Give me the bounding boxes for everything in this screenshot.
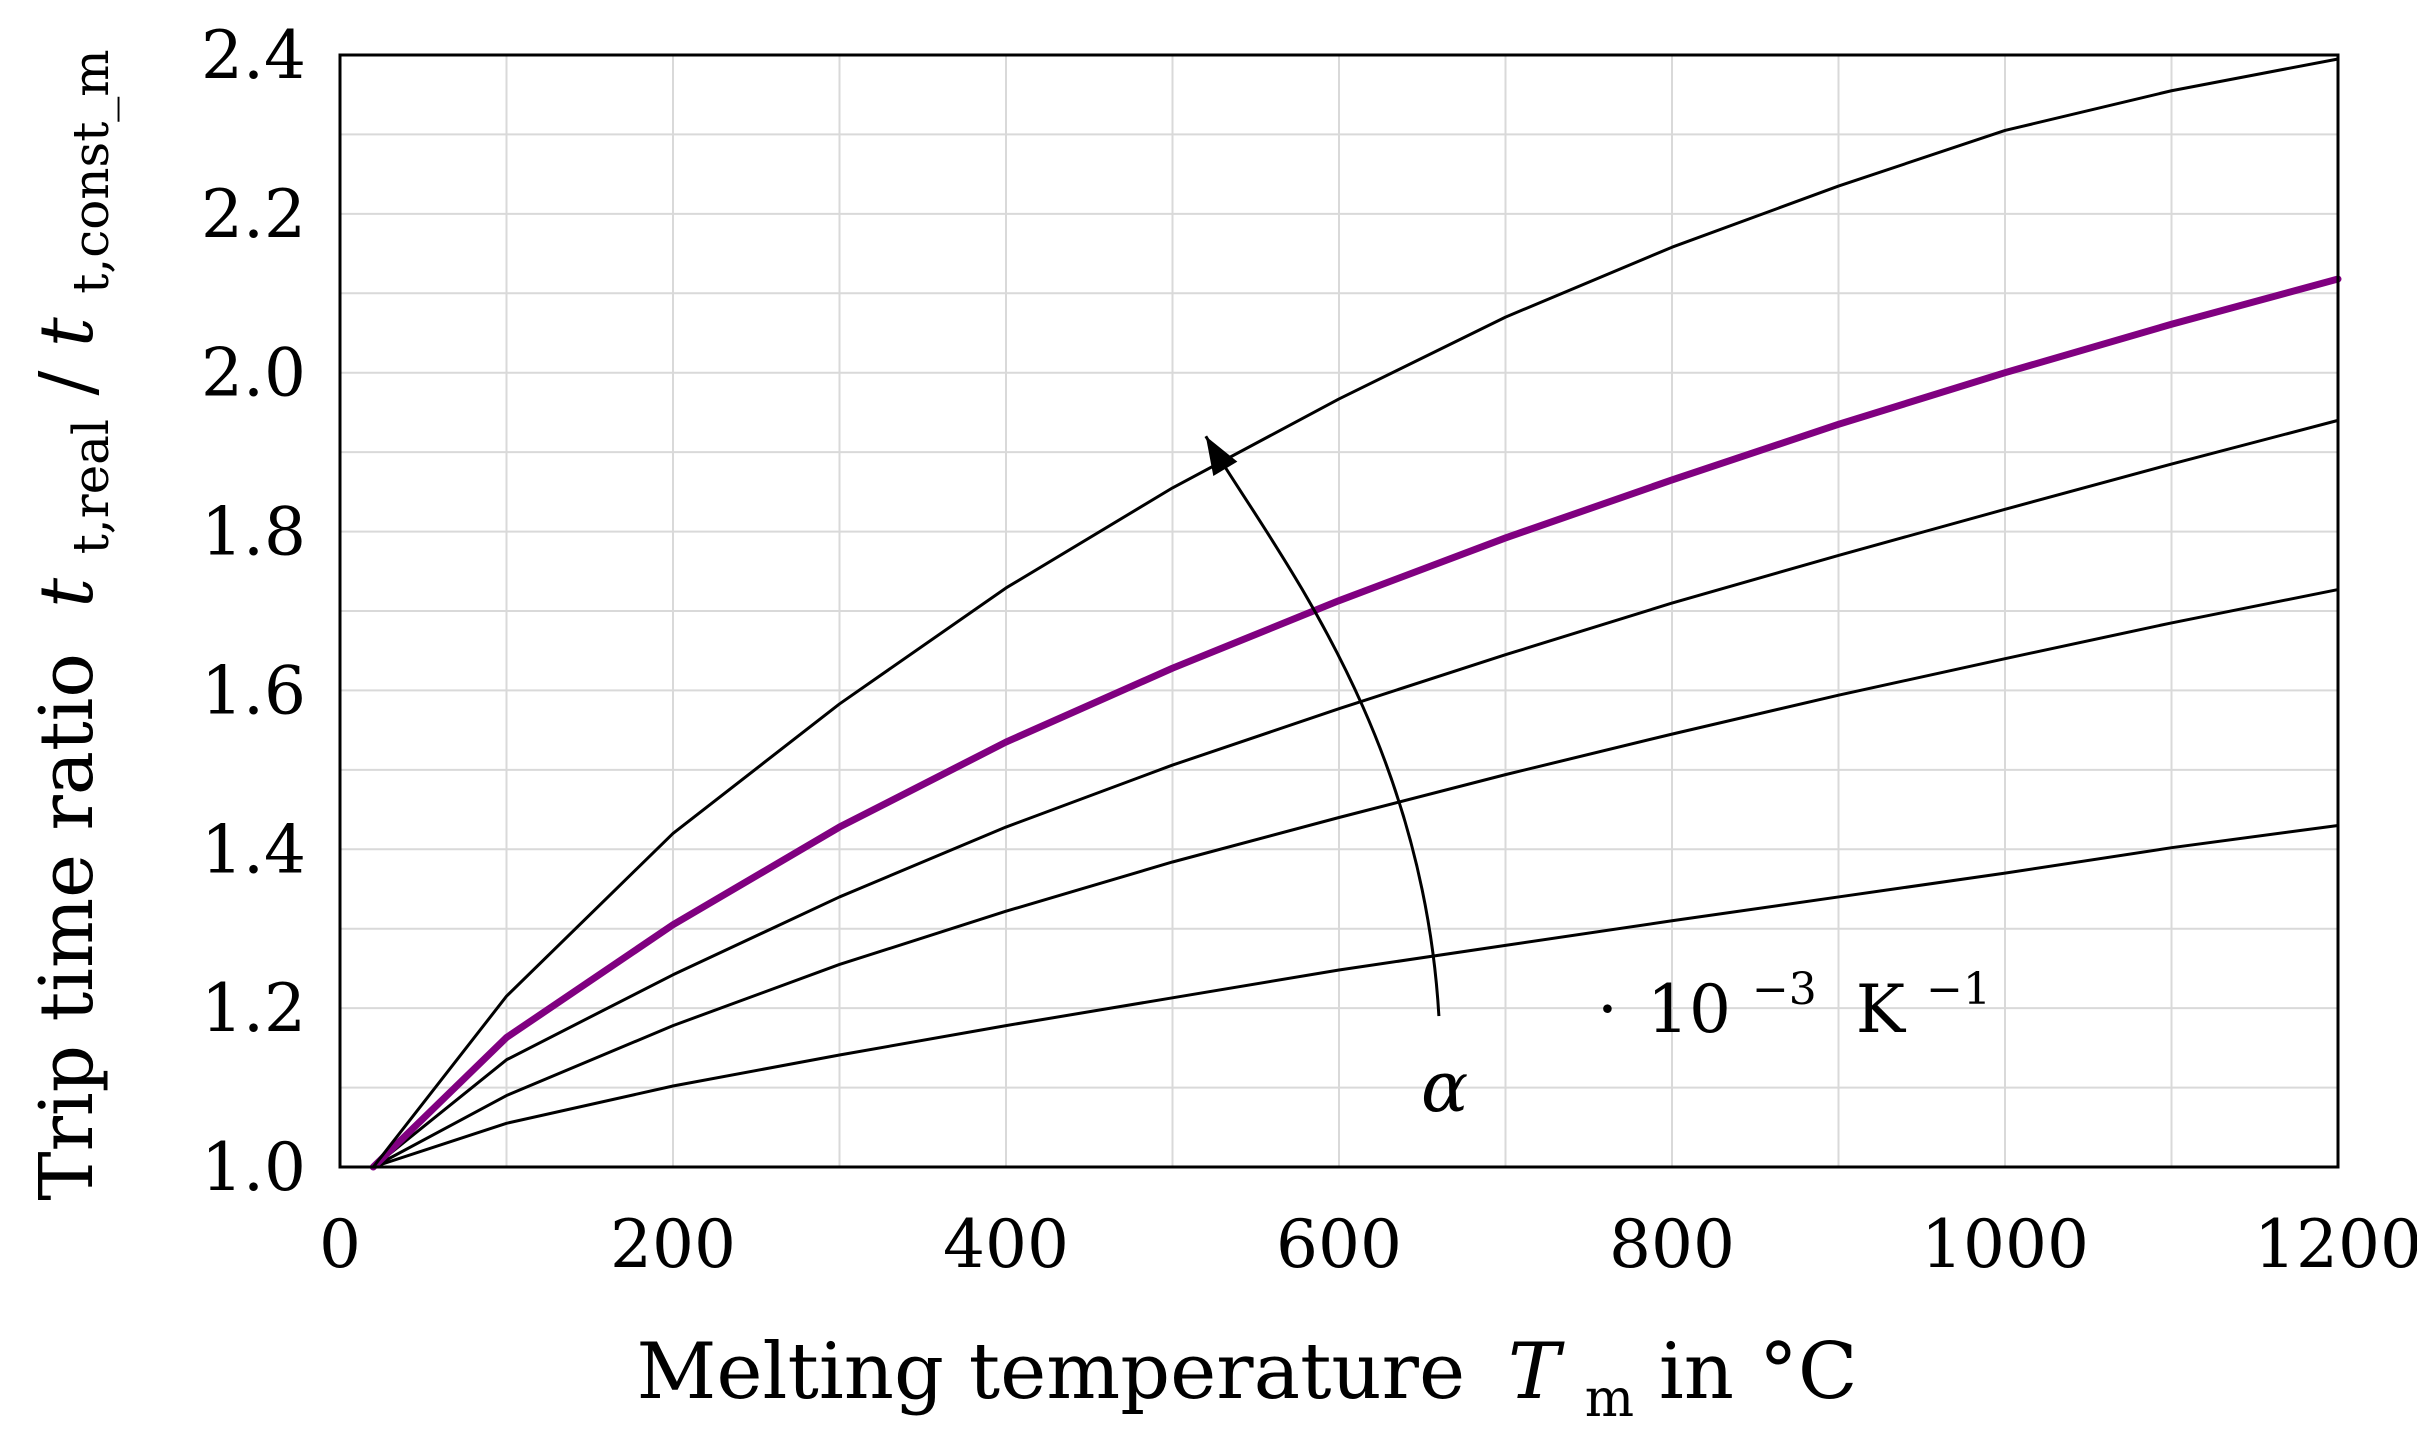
x-tick-label: 800 [1609,1206,1735,1283]
alpha-label: α [1421,1046,1468,1128]
x-tick-label: 200 [610,1206,736,1283]
x-tick-label: 1200 [2254,1206,2417,1283]
unit-annotation: · 10 −3 K −1 [1597,943,1991,1048]
x-axis-title-text: Melting temperature [637,1327,1466,1417]
series-line-3 [371,418,2340,1169]
y-axis-title: Trip time ratio t t,real / t t,const_m [24,49,126,1200]
y-tick-label: 1.4 [201,811,306,888]
series-line-2 [371,588,2340,1169]
series-line-4 [369,275,2342,1171]
x-tick-label: 400 [943,1206,1069,1283]
unit-k: K [1856,971,1907,1048]
x-axis-subscript: m [1585,1369,1634,1429]
y-axis-title-text: Trip time ratio [24,653,110,1201]
alpha-arrow-head [1205,436,1238,477]
alpha-arrow-line [1204,435,1441,1017]
y-axis-slash: / [24,370,110,395]
x-tick-label: 600 [1276,1206,1402,1283]
y-tick-label: 2.0 [201,335,306,412]
x-tick-label: 0 [319,1206,361,1283]
x-axis-suffix: in °C [1659,1327,1858,1417]
plot-frame [338,53,2340,1169]
y-axis-subscript-num: t,real [62,419,120,554]
x-tick-label: 1000 [1921,1206,2089,1283]
unit-exponent-1: −3 [1752,964,1817,1015]
series-line-1 [371,823,2340,1169]
y-axis-symbol-den: t [24,317,110,347]
x-axis-symbol: T [1508,1327,1565,1417]
grid-lines [340,55,2338,1167]
y-axis-subscript-den: t,const_m [62,49,120,293]
y-tick-label: 1.2 [201,970,306,1047]
series-curves [369,57,2342,1171]
unit-base: 10 [1647,971,1731,1048]
unit-dot: · [1597,971,1618,1048]
y-tick-label: 2.2 [201,176,306,253]
y-tick-label: 2.4 [201,17,306,94]
y-tick-label: 1.6 [201,652,306,729]
axis-tick-labels: 0 200 400 600 800 1000 1200 1.0 1.2 1.4 1.6 1.8 2.0 2… [201,17,2417,1283]
y-axis-symbol-num: t [24,578,110,608]
alpha-arrow [1204,435,1441,1017]
y-tick-label: 1.0 [201,1129,306,1206]
x-axis-title: Melting temperature T m in °C [637,1327,1858,1435]
unit-exponent-2: −1 [1926,964,1991,1015]
series-line-6 [371,57,2340,1169]
y-tick-label: 1.8 [201,494,306,571]
